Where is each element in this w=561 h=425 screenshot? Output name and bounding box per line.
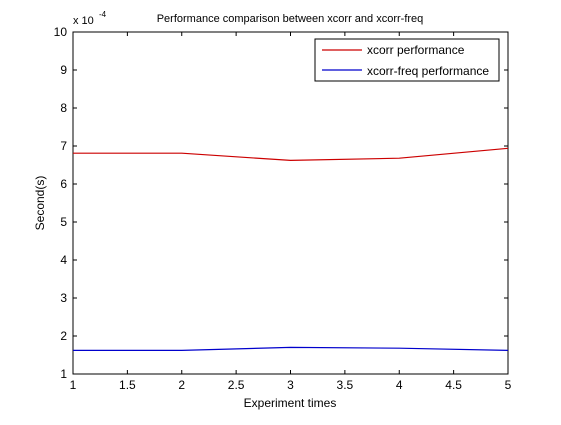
y-axis-label: Second(s) [33, 176, 47, 231]
y-tick-label: 9 [60, 63, 67, 77]
x-tick-label: 3 [287, 378, 294, 392]
y-tick-label: 3 [60, 291, 67, 305]
y-tick-label: 7 [60, 139, 67, 153]
y-tick-label: 4 [60, 253, 67, 267]
y-tick-label: 5 [60, 215, 67, 229]
plot-area: 1 1.5 2 2.5 3 3.5 4 4.5 5 1 2 3 4 5 6 7 8 9 10 [54, 25, 512, 392]
legend-label-xcorr-freq: xcorr-freq performance [367, 64, 489, 78]
chart-title: Performance comparison between xcorr and… [157, 13, 424, 25]
y-tick-label: 8 [60, 101, 67, 115]
y-tick-label: 1 [60, 367, 67, 381]
y-tick-label: 2 [60, 329, 67, 343]
x-tick-label: 4.5 [445, 378, 462, 392]
x-tick-label: 1 [70, 378, 77, 392]
series-line-xcorr [73, 147, 509, 162]
x-tick-label: 2 [178, 378, 185, 392]
x-tick-label: 3.5 [337, 378, 354, 392]
x-tick-label: 1.5 [119, 378, 136, 392]
x-tick-label: 5 [505, 378, 512, 392]
legend-label-xcorr: xcorr performance [367, 43, 465, 57]
y-scale-exponent: -4 [99, 10, 107, 19]
y-scale-base: x 10 [73, 15, 94, 27]
x-tick-label: 2.5 [228, 378, 245, 392]
legend-box [314, 38, 500, 82]
y-tick-label: 10 [54, 25, 68, 39]
legend: xcorr performance xcorr-freq performance [314, 38, 500, 82]
x-tick-label: 4 [396, 378, 403, 392]
x-axis-label: Experiment times [244, 396, 337, 410]
axes-box [72, 31, 509, 375]
series-line-xcorr-freq [73, 346, 509, 351]
y-tick-label: 6 [60, 177, 67, 191]
